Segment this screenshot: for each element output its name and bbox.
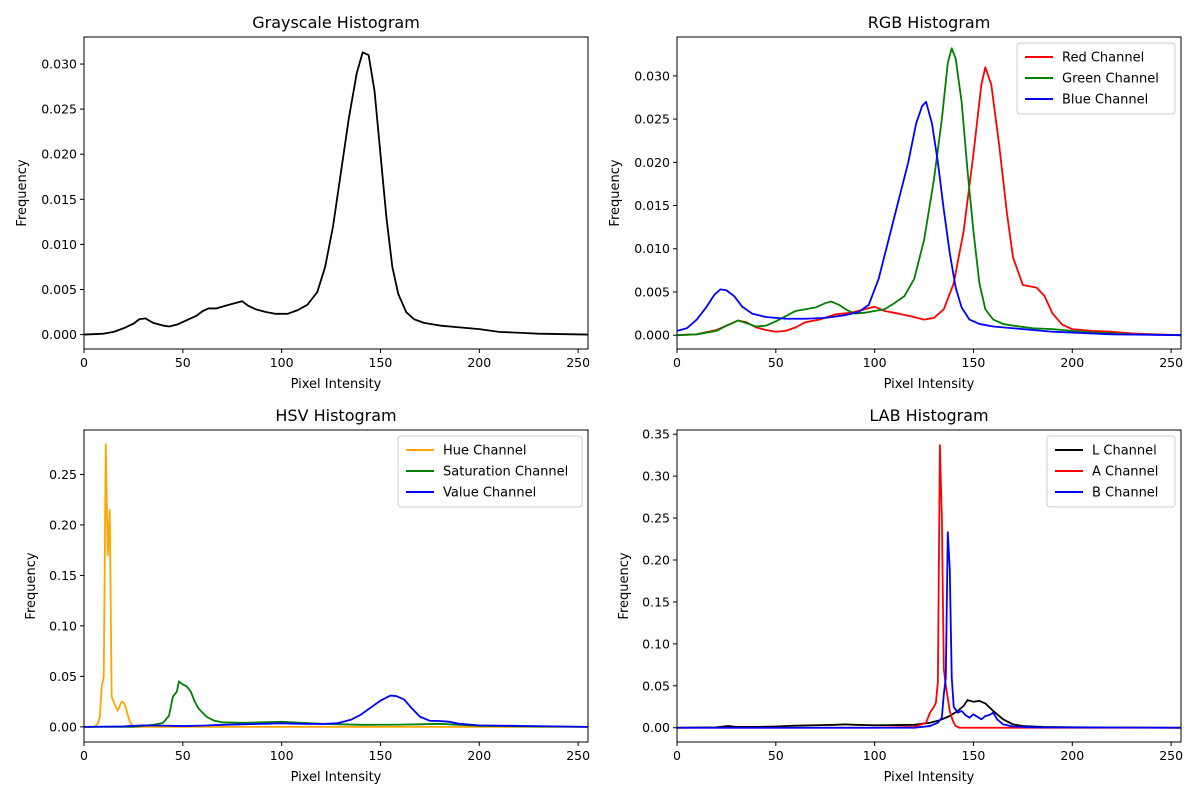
x-axis-label: Pixel Intensity bbox=[884, 377, 975, 392]
x-tick-label: 250 bbox=[1159, 355, 1183, 370]
legend-label: Blue Channel bbox=[1062, 93, 1148, 108]
x-axis-label: Pixel Intensity bbox=[291, 377, 382, 392]
y-tick-label: 0.20 bbox=[49, 517, 77, 532]
legend-label: Red Channel bbox=[1062, 51, 1144, 66]
x-tick-label: 50 bbox=[175, 355, 191, 370]
legend-label: Value Channel bbox=[443, 486, 536, 501]
x-tick-label: 250 bbox=[566, 355, 590, 370]
y-axis-label: Frequency bbox=[608, 159, 623, 226]
x-tick-label: 50 bbox=[175, 748, 191, 763]
y-tick-label: 0.005 bbox=[41, 282, 77, 297]
x-tick-label: 50 bbox=[768, 355, 784, 370]
x-tick-label: 250 bbox=[566, 748, 590, 763]
series-line-2 bbox=[677, 531, 1181, 729]
x-tick-label: 100 bbox=[863, 748, 887, 763]
legend-label: Green Channel bbox=[1062, 72, 1159, 87]
y-tick-label: 0.10 bbox=[49, 618, 77, 633]
axes-frame bbox=[83, 429, 589, 743]
y-tick-label: 0.010 bbox=[634, 241, 670, 256]
x-tick-label: 100 bbox=[270, 355, 294, 370]
y-tick-label: 0.00 bbox=[642, 720, 670, 735]
y-tick-label: 0.015 bbox=[634, 198, 670, 213]
legend: Hue Channel Saturation Channel Value Chann… bbox=[397, 435, 583, 508]
y-tick-label: 0.010 bbox=[41, 237, 77, 252]
subplot-2: HSV Histogram 0 50 100 150 200 250 0.00 0.05 0.10… bbox=[24, 406, 590, 785]
x-tick-label: 100 bbox=[863, 355, 887, 370]
y-axis-label: Frequency bbox=[24, 552, 39, 619]
legend-box bbox=[397, 435, 583, 508]
legend-box bbox=[1016, 42, 1176, 115]
x-tick-label: 150 bbox=[962, 748, 986, 763]
legend-label: L Channel bbox=[1092, 444, 1157, 459]
y-tick-label: 0.25 bbox=[642, 511, 670, 526]
y-tick-label: 0.20 bbox=[642, 553, 670, 568]
y-tick-label: 0.05 bbox=[49, 669, 77, 684]
series-line-1 bbox=[84, 680, 588, 728]
x-tick-label: 200 bbox=[467, 355, 491, 370]
x-axis-label: Pixel Intensity bbox=[884, 770, 975, 785]
y-tick-label: 0.030 bbox=[41, 57, 77, 72]
y-axis-label: Frequency bbox=[15, 159, 30, 226]
x-tick-label: 200 bbox=[467, 748, 491, 763]
chart-title: Grayscale Histogram bbox=[252, 13, 420, 32]
y-tick-label: 0.000 bbox=[41, 327, 77, 342]
legend-label: Hue Channel bbox=[443, 444, 527, 459]
x-tick-label: 150 bbox=[369, 748, 393, 763]
series-line-0 bbox=[677, 699, 1181, 729]
axes-frame bbox=[83, 36, 589, 350]
x-axis-label: Pixel Intensity bbox=[291, 770, 382, 785]
series-line-2 bbox=[677, 100, 1181, 337]
y-tick-label: 0.30 bbox=[642, 469, 670, 484]
x-tick-label: 250 bbox=[1159, 748, 1183, 763]
x-tick-label: 0 bbox=[80, 355, 88, 370]
legend: Red Channel Green Channel Blue Channel bbox=[1016, 42, 1176, 115]
y-tick-label: 0.35 bbox=[642, 427, 670, 442]
y-tick-label: 0.15 bbox=[642, 594, 670, 609]
x-tick-label: 150 bbox=[369, 355, 393, 370]
y-axis-label: Frequency bbox=[617, 552, 632, 619]
legend: L Channel A Channel B Channel bbox=[1046, 435, 1176, 508]
y-tick-label: 0.05 bbox=[642, 678, 670, 693]
y-tick-label: 0.020 bbox=[41, 147, 77, 162]
x-tick-label: 100 bbox=[270, 748, 294, 763]
y-tick-label: 0.25 bbox=[49, 467, 77, 482]
series-line-0 bbox=[84, 443, 588, 728]
y-tick-label: 0.015 bbox=[41, 192, 77, 207]
y-tick-label: 0.025 bbox=[634, 112, 670, 127]
subplot-3: LAB Histogram 0 50 100 150 200 250 0.00 0.05 0.10… bbox=[617, 406, 1183, 785]
series-line-1 bbox=[677, 47, 1181, 337]
chart-title: RGB Histogram bbox=[868, 13, 991, 32]
x-tick-label: 50 bbox=[768, 748, 784, 763]
x-tick-label: 200 bbox=[1060, 748, 1084, 763]
series-line-0 bbox=[84, 51, 588, 336]
y-tick-label: 0.005 bbox=[634, 284, 670, 299]
axes-frame bbox=[676, 36, 1182, 350]
chart-title: HSV Histogram bbox=[275, 406, 396, 425]
y-tick-label: 0.15 bbox=[49, 568, 77, 583]
y-tick-label: 0.030 bbox=[634, 68, 670, 83]
x-tick-label: 0 bbox=[673, 748, 681, 763]
legend-label: Saturation Channel bbox=[443, 465, 568, 480]
legend-box bbox=[1046, 435, 1176, 508]
subplot-1: RGB Histogram 0 50 100 150 200 250 0.000 0.005 0.… bbox=[608, 13, 1183, 392]
y-tick-label: 0.020 bbox=[634, 155, 670, 170]
chart-title: LAB Histogram bbox=[869, 406, 988, 425]
y-tick-label: 0.10 bbox=[642, 636, 670, 651]
x-tick-label: 0 bbox=[673, 355, 681, 370]
axes-frame bbox=[676, 429, 1182, 743]
series-line-1 bbox=[677, 444, 1181, 729]
y-tick-label: 0.00 bbox=[49, 719, 77, 734]
y-tick-label: 0.025 bbox=[41, 102, 77, 117]
y-tick-label: 0.000 bbox=[634, 328, 670, 343]
x-tick-label: 150 bbox=[962, 355, 986, 370]
legend-label: A Channel bbox=[1092, 465, 1158, 480]
x-tick-label: 0 bbox=[80, 748, 88, 763]
legend-label: B Channel bbox=[1092, 486, 1158, 501]
series-line-2 bbox=[84, 694, 588, 728]
x-tick-label: 200 bbox=[1060, 355, 1084, 370]
subplot-0: Grayscale Histogram 0 50 100 150 200 250 0.000 0… bbox=[15, 13, 590, 392]
series-line-0 bbox=[677, 66, 1181, 337]
